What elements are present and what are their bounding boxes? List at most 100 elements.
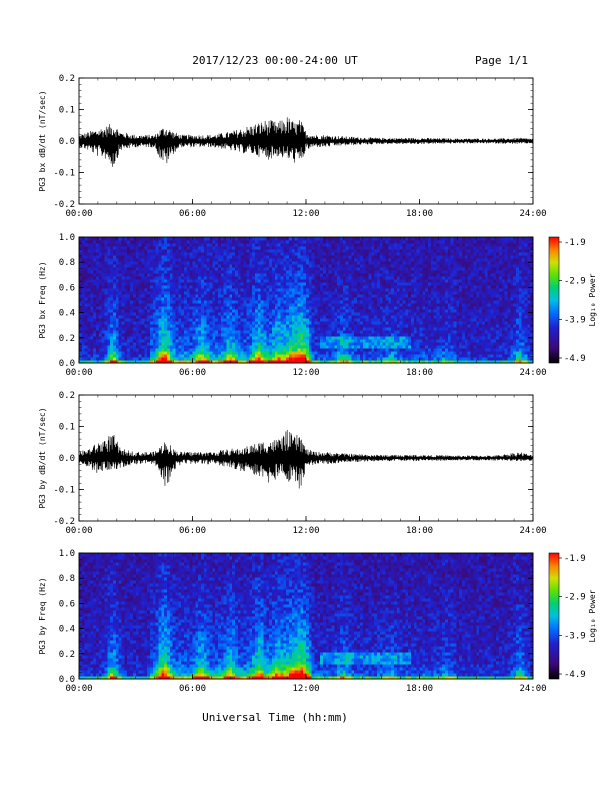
spectrogram-cell <box>357 327 361 331</box>
spectrogram-cell <box>331 240 335 244</box>
spectrogram-cell <box>342 354 347 358</box>
spectrogram-cell <box>186 294 190 298</box>
spectrogram-cell <box>396 315 400 319</box>
spectrogram-cell <box>399 318 403 322</box>
spectrogram-cell <box>303 336 307 340</box>
spectrogram-cell <box>175 273 179 277</box>
spectrogram-cell <box>291 345 295 349</box>
spectrogram-cell <box>209 249 213 253</box>
spectrogram-cell <box>354 258 358 262</box>
spectrogram-cell <box>382 318 386 322</box>
spectrogram-cell <box>405 351 409 355</box>
spectrogram-cell <box>183 318 188 322</box>
spectrogram-cell <box>147 360 151 364</box>
spectrogram-cell <box>382 330 386 334</box>
spectrogram-cell <box>362 273 366 277</box>
spectrogram-cell <box>107 258 111 262</box>
spectrogram-cell <box>104 306 108 310</box>
spectrogram-cell <box>87 285 91 289</box>
spectrogram-cell <box>90 339 94 343</box>
spectrogram-cell <box>320 285 324 289</box>
spectrogram-cell <box>158 252 162 256</box>
spectrogram-cell <box>382 312 386 316</box>
spectrogram-cell <box>274 264 278 268</box>
spectrogram-cell <box>93 276 97 280</box>
spectrogram-cell <box>186 246 190 250</box>
spectrogram-cell <box>166 321 171 325</box>
spectrogram-cell <box>399 306 403 310</box>
spectrogram-cell <box>402 291 406 295</box>
spectrogram-cell <box>130 276 134 280</box>
spectrogram-cell <box>271 285 276 289</box>
spectrogram-cell <box>237 264 242 268</box>
spectrogram-cell <box>84 261 88 265</box>
spectrogram-cell <box>246 360 250 364</box>
spectrogram-cell <box>110 270 114 274</box>
spectrogram-cell <box>84 360 88 364</box>
spectrogram-cell <box>147 237 151 241</box>
spectrogram-cell <box>155 303 159 307</box>
spectrogram-cell <box>291 321 295 325</box>
spectrogram-cell <box>396 333 400 337</box>
spectrogram-cell <box>357 252 361 256</box>
spectrogram-cell <box>195 279 199 283</box>
spectrogram-cell <box>81 285 85 289</box>
spectrogram-cell <box>246 318 250 322</box>
spectrogram-cell <box>402 294 406 298</box>
spectrogram-cell <box>218 333 222 337</box>
spectrogram-cell <box>303 237 307 241</box>
spectrogram-cell <box>263 243 267 247</box>
spectrogram-cell <box>354 240 358 244</box>
spectrogram-cell <box>399 315 403 319</box>
spectrogram-cell <box>388 303 392 307</box>
spectrogram-cell <box>220 291 225 295</box>
spectrogram-cell <box>206 354 210 358</box>
spectrogram-cell <box>269 318 273 322</box>
spectrogram-cell <box>254 336 259 340</box>
spectrogram-cell <box>229 243 233 247</box>
spectrogram-cell <box>351 285 355 289</box>
spectrogram-cell <box>345 237 349 241</box>
spectrogram-cell <box>132 282 137 286</box>
spectrogram-cell <box>288 294 293 298</box>
spectrogram-cell <box>306 258 310 262</box>
spectrogram-cell <box>359 342 364 346</box>
spectrogram-cell <box>115 243 120 247</box>
spectrogram-cell <box>104 243 108 247</box>
spectrogram-cell <box>121 294 125 298</box>
spectrogram-cell <box>226 267 230 271</box>
spectrogram-cell <box>192 312 196 316</box>
spectrogram-cell <box>84 279 88 283</box>
spectrogram-cell <box>357 339 361 343</box>
spectrogram-cell <box>388 249 392 253</box>
spectrogram-cell <box>260 279 264 283</box>
spectrogram-cell <box>209 282 213 286</box>
spectrogram-cell <box>303 276 307 280</box>
spectrogram-cell <box>260 273 264 277</box>
spectrogram-cell <box>127 279 131 283</box>
spectrogram-cell <box>164 348 168 352</box>
spectrogram-cell <box>169 300 173 304</box>
spectrogram-cell <box>359 258 364 262</box>
spectrogram-cell <box>277 291 281 295</box>
spectrogram-cell <box>393 279 398 283</box>
spectrogram-cell <box>113 291 117 295</box>
spectrogram-cell <box>260 243 264 247</box>
spectrogram-cell <box>288 282 293 286</box>
spectrogram-cell <box>342 285 347 289</box>
spectrogram-cell <box>203 303 207 307</box>
spectrogram-cell <box>254 324 259 328</box>
spectrogram-cell <box>149 285 154 289</box>
spectrogram-cell <box>104 261 108 265</box>
spectrogram-cell <box>104 294 108 298</box>
spectrogram-cell <box>175 339 179 343</box>
spectrogram-cell <box>192 267 196 271</box>
spectrogram-cell <box>155 318 159 322</box>
spectrogram-cell <box>351 342 355 346</box>
spectrogram-cell <box>283 252 287 256</box>
spectrogram-cell <box>246 237 250 241</box>
spectrogram-cell <box>243 303 247 307</box>
spectrogram-cell <box>311 267 315 271</box>
spectrogram-cell <box>294 336 298 340</box>
spectrogram-cell <box>107 306 111 310</box>
